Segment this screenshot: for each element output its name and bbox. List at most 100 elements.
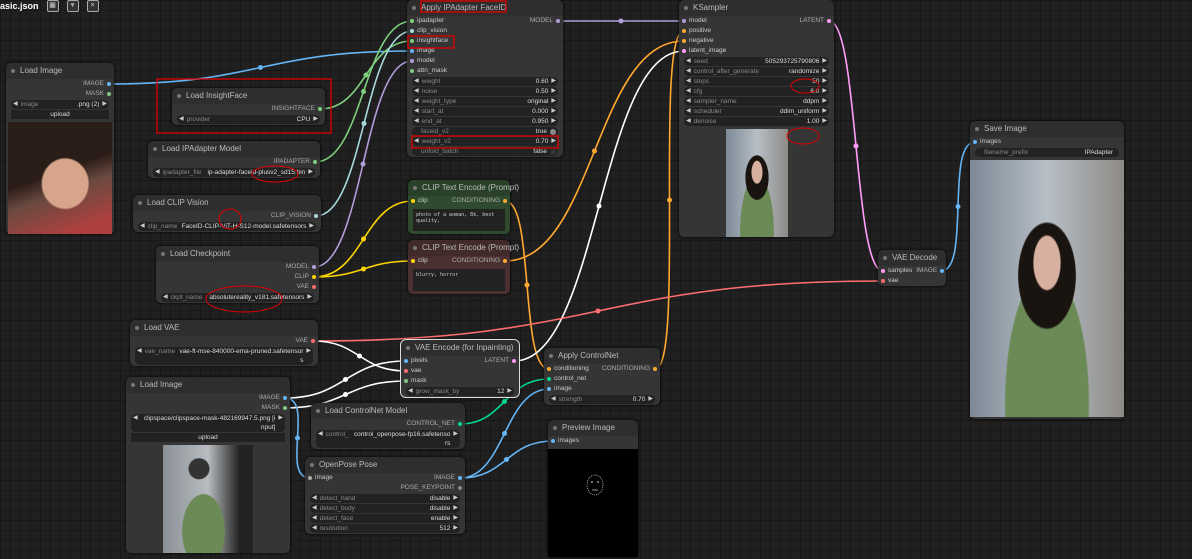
arrow-left-icon[interactable]: ◀ xyxy=(551,396,556,402)
output-slot-vae[interactable]: VAE xyxy=(295,336,315,346)
link-midpoint[interactable] xyxy=(361,266,366,272)
arrow-right-icon[interactable]: ▶ xyxy=(822,98,827,104)
slot-dot[interactable] xyxy=(410,69,414,73)
widget-ipadapter_file[interactable]: ◀ ipadapter_file ip-adapter-faceid-plusv2_… xyxy=(153,168,315,177)
arrow-right-icon[interactable]: ▶ xyxy=(822,118,827,124)
node-clipvision[interactable]: Load CLIP Vision CLIP_VISION ◀ clip_name Fac… xyxy=(133,195,321,232)
node-title[interactable]: Preview Image xyxy=(548,420,638,436)
widget-filename_prefix[interactable]: filename_prefix IPAdapter xyxy=(975,148,1119,157)
widget-unfold_batch[interactable]: unfold_batch false xyxy=(412,147,558,156)
slot-dot[interactable] xyxy=(314,214,318,218)
node-vaedec[interactable]: VAE Decode samples IMAGE vae xyxy=(878,250,946,286)
input-slot-image[interactable]: image xyxy=(308,473,333,483)
link-midpoint[interactable] xyxy=(343,377,348,382)
slot-dot[interactable] xyxy=(107,82,111,86)
widget-resolution[interactable]: ◀ resolution 512 ▶ xyxy=(310,524,460,533)
widget-steps[interactable]: ◀ steps 50 ▶ xyxy=(684,77,829,86)
widget-ckpt_name[interactable]: ◀ ckpt_name absolutereality_v181.safetenso… xyxy=(161,293,314,302)
arrow-left-icon[interactable]: ◀ xyxy=(686,118,691,124)
arrow-right-icon[interactable]: ▶ xyxy=(308,169,313,175)
input-slot-latent_image[interactable]: latent_image xyxy=(682,46,726,56)
arrow-left-icon[interactable]: ◀ xyxy=(13,101,18,107)
slot-dot[interactable] xyxy=(410,59,414,63)
link-ks-vaedec[interactable] xyxy=(828,20,884,272)
output-slot-vae[interactable]: VAE xyxy=(296,282,316,292)
input-slot-clip[interactable]: clip xyxy=(411,196,428,206)
widget-control_[interactable]: ◀ control_ control_openpose-fp16.safetenso… xyxy=(316,430,460,448)
node-vaeenc[interactable]: VAE Encode (for Inpainting) pixels LATENT v… xyxy=(400,339,520,398)
node-title[interactable]: Apply ControlNet xyxy=(544,348,660,364)
output-slot-image[interactable]: IMAGE xyxy=(916,266,945,276)
widget-image[interactable]: ◀ image .png (2) ▶ xyxy=(11,100,109,109)
arrow-right-icon[interactable]: ▶ xyxy=(822,78,827,84)
input-slot-attn_mask[interactable]: attn_mask xyxy=(410,66,447,76)
output-slot-conditioning[interactable]: CONDITIONING xyxy=(452,256,507,266)
slot-dot[interactable] xyxy=(312,275,316,279)
output-slot-image[interactable]: IMAGE xyxy=(83,79,111,89)
input-slot-pixels[interactable]: pixels xyxy=(404,356,428,366)
node-title[interactable]: VAE Encode (for Inpainting) xyxy=(401,340,519,356)
node-title[interactable]: Save Image xyxy=(970,121,1124,137)
slot-dot[interactable] xyxy=(551,439,555,443)
arrow-left-icon[interactable]: ◀ xyxy=(686,108,691,114)
slot-dot[interactable] xyxy=(410,39,414,43)
arrow-left-icon[interactable]: ◀ xyxy=(686,58,691,64)
arrow-right-icon[interactable]: ▶ xyxy=(822,108,827,114)
slot-dot[interactable] xyxy=(973,140,977,144)
arrow-left-icon[interactable]: ◀ xyxy=(137,348,142,354)
node-insight[interactable]: Load InsightFace INSIGHTFACE ◀ provider CPU ▶ xyxy=(172,88,325,125)
node-title[interactable]: Load Checkpoint xyxy=(156,246,319,262)
link-clipvision-ipa[interactable] xyxy=(315,30,413,217)
node-title[interactable]: Apply IPAdapter FaceID xyxy=(407,0,563,16)
node-title[interactable]: Load Image xyxy=(6,63,114,79)
output-slot-latent[interactable]: LATENT xyxy=(485,356,516,366)
arrow-right-icon[interactable]: ▶ xyxy=(551,78,556,84)
node-ckpt[interactable]: Load Checkpoint MODEL CLIP VAE ◀ ckpt_name abs… xyxy=(156,246,319,303)
widget-detect_body[interactable]: ◀ detect_body disable ▶ xyxy=(310,504,460,513)
node-loadvae[interactable]: Load VAE VAE ◀ vae_name vae-ft-mse-840000-em… xyxy=(130,320,318,366)
slot-dot[interactable] xyxy=(404,379,408,383)
arrow-right-icon[interactable]: ▶ xyxy=(453,515,458,521)
link-midpoint[interactable] xyxy=(363,72,369,78)
output-slot-ipadapter[interactable]: IPADAPTER xyxy=(274,157,317,167)
link-loadimg2-vaeenc[interactable] xyxy=(284,360,407,399)
arrow-left-icon[interactable]: ◀ xyxy=(133,415,138,421)
widget-faceid_v2[interactable]: faceid_v2 true xyxy=(412,127,558,136)
input-slot-images[interactable]: images xyxy=(551,436,579,446)
prompt-textarea[interactable]: photo of a woman, 8k, best quality, xyxy=(413,209,505,231)
slot-dot[interactable] xyxy=(404,359,408,363)
arrow-left-icon[interactable]: ◀ xyxy=(179,116,184,122)
slot-dot[interactable] xyxy=(682,39,686,43)
link-midpoint[interactable] xyxy=(258,65,263,70)
node-title[interactable]: Load VAE xyxy=(130,320,318,336)
input-slot-model[interactable]: model xyxy=(410,56,435,66)
arrow-right-icon[interactable]: ▶ xyxy=(453,495,458,501)
arrow-right-icon[interactable]: ▶ xyxy=(551,138,556,144)
slot-dot[interactable] xyxy=(411,259,415,263)
link-midpoint[interactable] xyxy=(667,197,672,203)
slot-dot[interactable] xyxy=(312,285,316,289)
node-loadimg1[interactable]: Load Image IMAGE MASK ◀ image .png (2) ▶ upload xyxy=(6,63,114,234)
toggle-knob[interactable] xyxy=(550,148,556,155)
link-midpoint[interactable] xyxy=(361,89,366,94)
link-midpoint[interactable] xyxy=(592,148,597,154)
widget-detect_face[interactable]: ◀ detect_face enable ▶ xyxy=(310,514,460,523)
link-loadvae-vaeenc[interactable] xyxy=(312,340,407,372)
link-insight-ipa[interactable] xyxy=(319,40,413,110)
widget-vae_name[interactable]: ◀ vae_name vae-ft-mse-840000-ema-pruned.sa… xyxy=(135,347,313,365)
link-midpoint[interactable] xyxy=(596,203,602,209)
link-midpoint[interactable] xyxy=(504,457,509,462)
slot-dot[interactable] xyxy=(503,259,507,263)
arrow-right-icon[interactable]: ▶ xyxy=(551,118,556,124)
slot-dot[interactable] xyxy=(827,19,831,23)
node-cnmodel[interactable]: Load ControlNet Model CONTROL_NET ◀ control… xyxy=(311,403,465,449)
output-slot-clip[interactable]: CLIP xyxy=(295,272,316,282)
slot-dot[interactable] xyxy=(308,476,312,480)
link-midpoint[interactable] xyxy=(343,392,348,397)
node-ks[interactable]: KSampler model LATENT positive negative laten… xyxy=(679,0,834,237)
slot-dot[interactable] xyxy=(682,19,686,23)
node-acn[interactable]: Apply ControlNet conditioning CONDITIONING… xyxy=(544,348,660,405)
node-save[interactable]: Save Image images filename_prefix IPAdapter xyxy=(970,121,1124,419)
workflow-tab[interactable]: asic.json ▣ ▾ × xyxy=(0,0,99,12)
slot-dot[interactable] xyxy=(512,359,516,363)
